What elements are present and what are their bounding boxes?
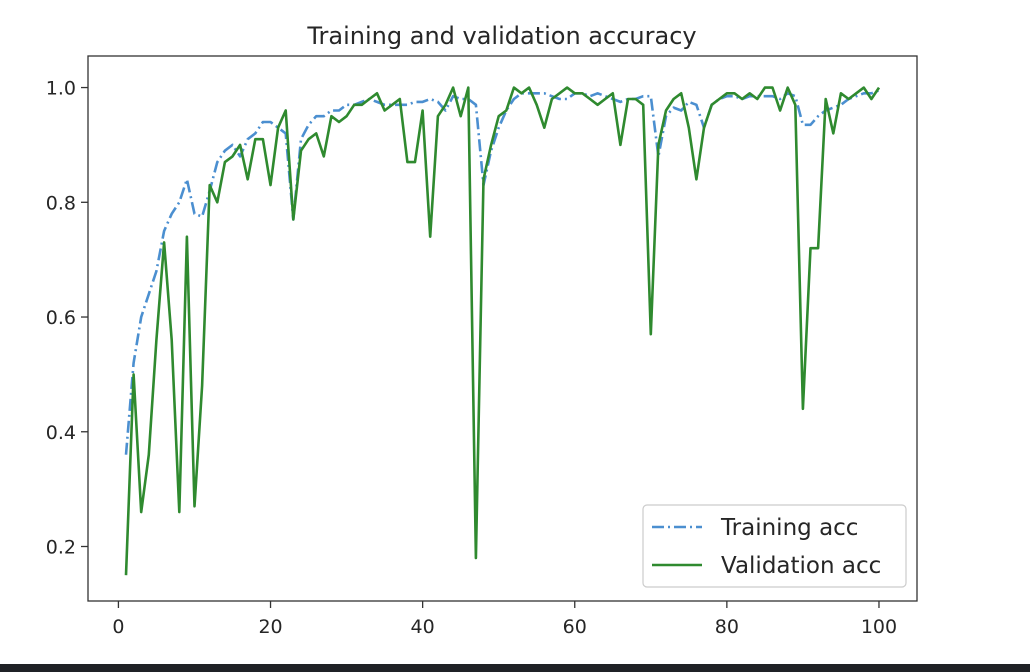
y-tick-label: 0.8 <box>46 192 76 214</box>
y-tick-label: 0.2 <box>46 537 76 559</box>
x-tick-label: 0 <box>112 616 124 638</box>
y-tick-label: 0.6 <box>46 307 76 329</box>
legend: Training acc Validation acc <box>642 504 907 588</box>
y-tick-label: 1.0 <box>46 78 76 100</box>
x-tick-label: 40 <box>411 616 435 638</box>
x-tick-label: 60 <box>563 616 587 638</box>
window-bottom-bar <box>0 664 1030 672</box>
legend-label-training-acc: Training acc <box>720 515 858 541</box>
x-tick-label: 20 <box>258 616 282 638</box>
legend-label-validation-acc: Validation acc <box>721 553 881 579</box>
x-tick-label: 100 <box>861 616 897 638</box>
legend-box <box>642 504 907 588</box>
x-axis: 0 20 40 60 80 100 <box>112 601 897 638</box>
y-tick-label: 0.4 <box>46 422 76 444</box>
series-layer <box>124 86 881 576</box>
y-axis: 0.2 0.4 0.6 0.8 1.0 <box>46 78 88 559</box>
x-tick-label: 80 <box>715 616 739 638</box>
series-line-validation-acc <box>124 86 881 576</box>
chart-title: Training and validation accuracy <box>306 22 696 50</box>
